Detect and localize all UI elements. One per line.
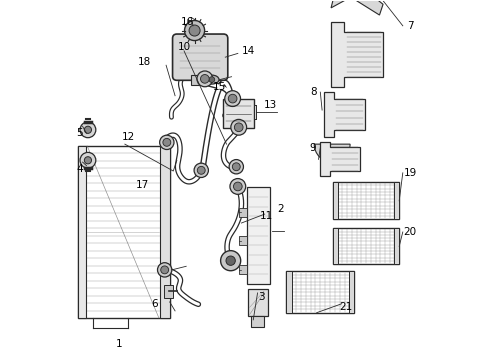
Bar	[333, 228, 338, 264]
Circle shape	[80, 152, 96, 168]
Circle shape	[225, 91, 241, 107]
Text: 20: 20	[403, 227, 416, 237]
Circle shape	[231, 120, 246, 135]
Text: 2: 2	[277, 204, 284, 214]
Polygon shape	[331, 0, 383, 15]
Bar	[333, 182, 399, 220]
Text: 1: 1	[116, 339, 122, 349]
Circle shape	[194, 163, 208, 177]
Circle shape	[232, 163, 240, 171]
Text: 7: 7	[407, 21, 413, 31]
Text: 14: 14	[242, 46, 255, 56]
Bar	[247, 187, 270, 284]
Polygon shape	[320, 142, 360, 176]
Circle shape	[234, 182, 242, 191]
Bar	[394, 228, 399, 264]
Circle shape	[200, 75, 209, 83]
Circle shape	[160, 135, 174, 149]
Circle shape	[220, 251, 241, 271]
Text: 19: 19	[403, 168, 416, 178]
Circle shape	[80, 122, 96, 138]
Bar	[394, 182, 399, 220]
Bar	[78, 146, 86, 318]
Bar	[239, 236, 247, 245]
Text: 3: 3	[258, 292, 265, 302]
Circle shape	[234, 123, 243, 132]
Text: 21: 21	[339, 302, 352, 312]
Text: 9: 9	[310, 143, 317, 153]
Circle shape	[161, 266, 169, 274]
Polygon shape	[331, 22, 383, 87]
Bar	[164, 285, 173, 298]
Circle shape	[209, 77, 215, 82]
Bar	[239, 265, 247, 274]
Bar	[333, 182, 338, 220]
Ellipse shape	[205, 75, 219, 84]
Bar	[239, 208, 247, 217]
Text: 8: 8	[310, 87, 317, 97]
Text: 17: 17	[136, 180, 149, 190]
Text: 11: 11	[260, 211, 273, 221]
Text: 12: 12	[122, 132, 135, 142]
Circle shape	[157, 263, 172, 277]
Circle shape	[228, 94, 237, 103]
Circle shape	[163, 138, 171, 146]
Bar	[223, 99, 254, 128]
Circle shape	[197, 166, 205, 174]
Bar	[286, 271, 292, 313]
Bar	[78, 146, 170, 318]
Text: 16: 16	[181, 17, 194, 27]
Text: 15: 15	[213, 82, 226, 92]
Bar	[251, 316, 265, 327]
Text: 5: 5	[76, 129, 83, 138]
Polygon shape	[324, 92, 365, 137]
Bar	[286, 271, 354, 313]
Bar	[160, 146, 170, 318]
Circle shape	[226, 256, 235, 265]
Circle shape	[197, 71, 213, 87]
Circle shape	[185, 21, 205, 41]
Text: 18: 18	[138, 57, 151, 67]
Text: 13: 13	[264, 100, 277, 110]
Text: 4: 4	[76, 164, 83, 174]
Bar	[191, 75, 200, 85]
Circle shape	[84, 157, 92, 164]
Circle shape	[84, 126, 92, 134]
Wedge shape	[314, 144, 350, 162]
Bar	[248, 289, 268, 316]
Text: 6: 6	[151, 299, 158, 309]
FancyBboxPatch shape	[172, 34, 228, 80]
Bar	[333, 228, 399, 264]
Bar	[349, 271, 354, 313]
Circle shape	[229, 159, 244, 174]
Text: 10: 10	[177, 42, 191, 52]
Circle shape	[189, 25, 200, 36]
Circle shape	[230, 179, 245, 194]
